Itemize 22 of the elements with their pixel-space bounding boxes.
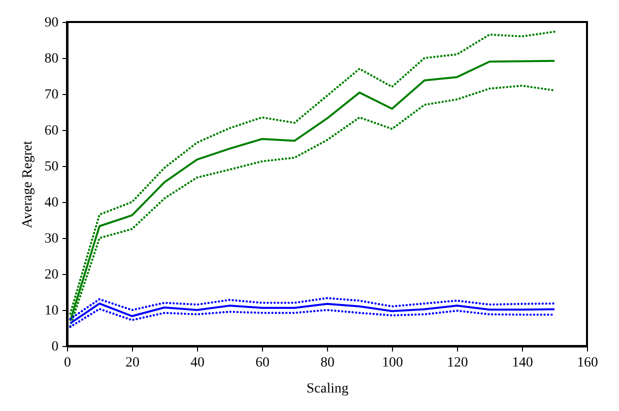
x-tick-label: 100 (382, 356, 403, 370)
y-tick-label: 60 (44, 124, 58, 138)
y-tick-label: 40 (44, 196, 58, 210)
x-tick-label: 120 (447, 356, 468, 370)
y-axis-title: Average Regret (20, 140, 36, 228)
x-axis-title: Scaling (306, 382, 348, 396)
x-tick-label: 40 (190, 356, 204, 370)
y-tick-label: 30 (44, 232, 58, 246)
x-tick-label: 160 (577, 356, 598, 370)
x-tick-label: 140 (512, 356, 533, 370)
y-tick-label: 90 (44, 16, 58, 30)
y-tick-label: 50 (44, 160, 58, 174)
y-tick-label: 80 (44, 52, 58, 66)
x-tick-label: 0 (64, 356, 71, 370)
x-tick-label: 60 (256, 356, 270, 370)
x-tick-label: 20 (126, 356, 140, 370)
y-tick-label: 10 (44, 304, 58, 318)
y-tick-label: 0 (52, 340, 58, 354)
line-series (69, 297, 556, 320)
x-tick-label: 80 (320, 356, 334, 370)
y-tick-label: 20 (44, 268, 58, 282)
y-tick-label: 70 (44, 88, 58, 102)
